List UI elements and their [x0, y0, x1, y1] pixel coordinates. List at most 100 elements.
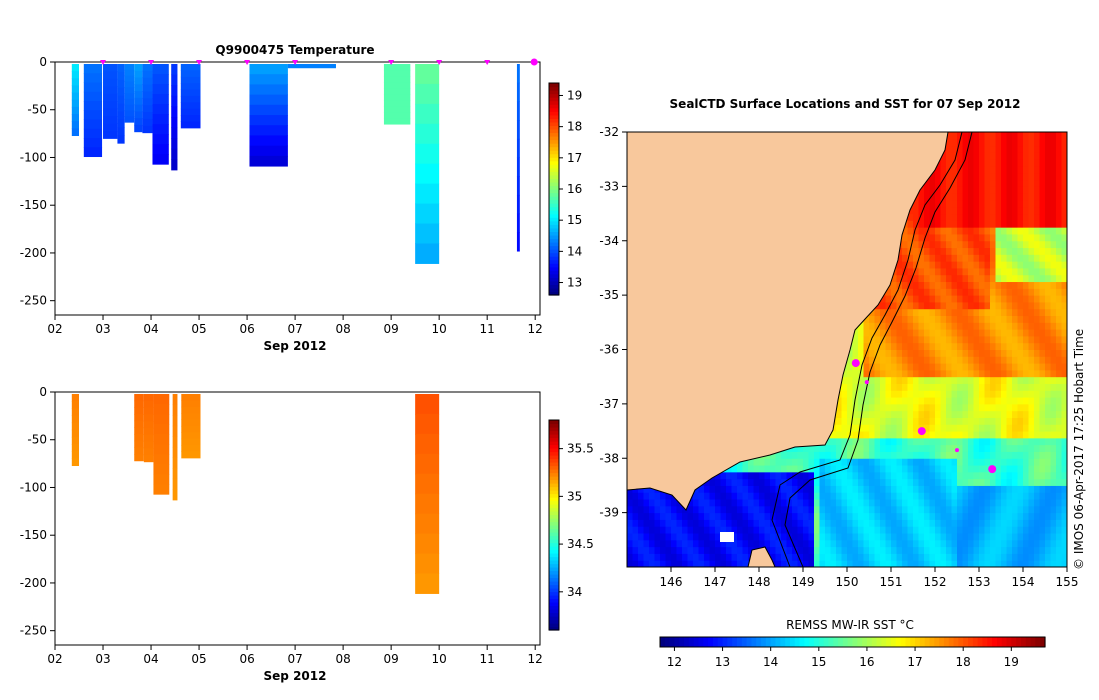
sst-cell	[764, 458, 771, 466]
sst-cell	[957, 437, 963, 446]
sst-cell	[830, 546, 837, 554]
sst-cell	[929, 539, 936, 548]
sst-cell	[951, 288, 958, 296]
sst-cell	[808, 519, 815, 527]
sst-cell	[819, 471, 826, 480]
sst-cell	[979, 437, 985, 446]
sst-cell	[902, 499, 908, 507]
sst-cell	[918, 560, 925, 567]
profile-3-layer	[117, 71, 125, 81]
sst-cell	[891, 465, 897, 473]
sst-cell	[918, 519, 925, 527]
sst-cell	[902, 356, 908, 364]
sst-cell	[957, 512, 963, 520]
sst-cell	[918, 533, 925, 541]
sst-cell	[1012, 172, 1018, 181]
profile-2-layer	[143, 454, 154, 463]
sst-cell	[957, 376, 963, 384]
sst-cell	[874, 369, 881, 378]
sst-cell	[962, 458, 969, 466]
sst-cell	[902, 240, 908, 249]
sst-cell	[990, 172, 996, 181]
sst-cell	[676, 505, 683, 514]
sst-cell	[885, 390, 892, 398]
sst-cell	[858, 349, 864, 357]
sst-cell	[957, 240, 963, 249]
sst-cell	[951, 526, 958, 534]
sst-cell	[896, 376, 903, 384]
sst-cell	[940, 471, 947, 480]
sst-cell	[918, 199, 925, 208]
sst-cell	[995, 546, 1002, 554]
sst-cell	[1006, 437, 1013, 446]
sst-cell	[808, 505, 815, 514]
sst-cell	[682, 512, 688, 520]
sst-cell	[847, 437, 853, 446]
sst-cell	[990, 451, 996, 459]
sst-cell	[951, 329, 958, 337]
sst-cell	[935, 315, 941, 323]
sst-cell	[885, 383, 892, 391]
sst-cell	[792, 546, 798, 554]
sst-cell	[731, 499, 738, 507]
sst-cell	[682, 553, 688, 561]
sst-cell	[940, 383, 947, 391]
sst-cell	[1012, 553, 1018, 561]
sst-cell	[918, 492, 925, 500]
sst-cell	[962, 281, 969, 289]
sst-cell	[704, 533, 710, 541]
sst-cell	[918, 383, 925, 391]
sst-cell	[951, 546, 958, 554]
sst-cell	[990, 335, 996, 344]
sst-cell	[726, 499, 732, 507]
sst-cell	[737, 478, 743, 486]
sst-cell	[858, 397, 864, 405]
sst-cell	[940, 539, 947, 548]
sst-cell	[792, 539, 798, 548]
colorbar-swatch	[549, 574, 559, 579]
x-tick-label: 11	[480, 322, 495, 336]
sst-cell	[957, 179, 963, 187]
sst-cell	[1012, 526, 1018, 534]
sst-cell	[951, 363, 958, 371]
sst-cell	[786, 451, 793, 459]
sst-cell	[698, 505, 705, 514]
profile-2-layer	[143, 394, 154, 402]
sst-cell	[940, 553, 947, 561]
sst-cell	[797, 526, 804, 534]
sst-cell	[643, 560, 650, 567]
sst-cell	[847, 397, 853, 405]
sst-cell	[990, 152, 996, 160]
sst-cell	[1001, 329, 1007, 337]
sst-cell	[968, 526, 974, 534]
sst-cell	[1001, 431, 1007, 439]
sst-cell	[935, 322, 941, 330]
sst-cell	[973, 553, 980, 561]
x-tick-label: 04	[143, 652, 158, 666]
sst-cell	[946, 410, 952, 418]
sst-cell	[913, 315, 919, 323]
sst-cell	[847, 383, 853, 391]
sst-cell	[968, 499, 974, 507]
sst-cell	[720, 546, 727, 554]
sst-cell	[742, 519, 749, 527]
sst-cell	[995, 213, 1002, 221]
sst-cell	[990, 444, 996, 452]
sst-cell	[979, 471, 985, 480]
sst-cell	[858, 451, 864, 459]
sst-cell	[841, 431, 848, 439]
sst-cell	[984, 451, 991, 459]
sst-cell	[979, 240, 985, 249]
colorbar-swatch	[549, 139, 559, 144]
sst-cell	[847, 465, 853, 473]
profile-13-layer	[415, 83, 440, 105]
sst-cell	[638, 499, 644, 507]
sst-cell	[940, 431, 947, 439]
sst-cell	[902, 247, 908, 255]
sst-cell	[896, 485, 903, 493]
sst-cell	[781, 492, 787, 500]
sst-cell	[962, 233, 969, 242]
sst-cell	[1001, 172, 1007, 181]
sst-cell	[995, 172, 1002, 181]
